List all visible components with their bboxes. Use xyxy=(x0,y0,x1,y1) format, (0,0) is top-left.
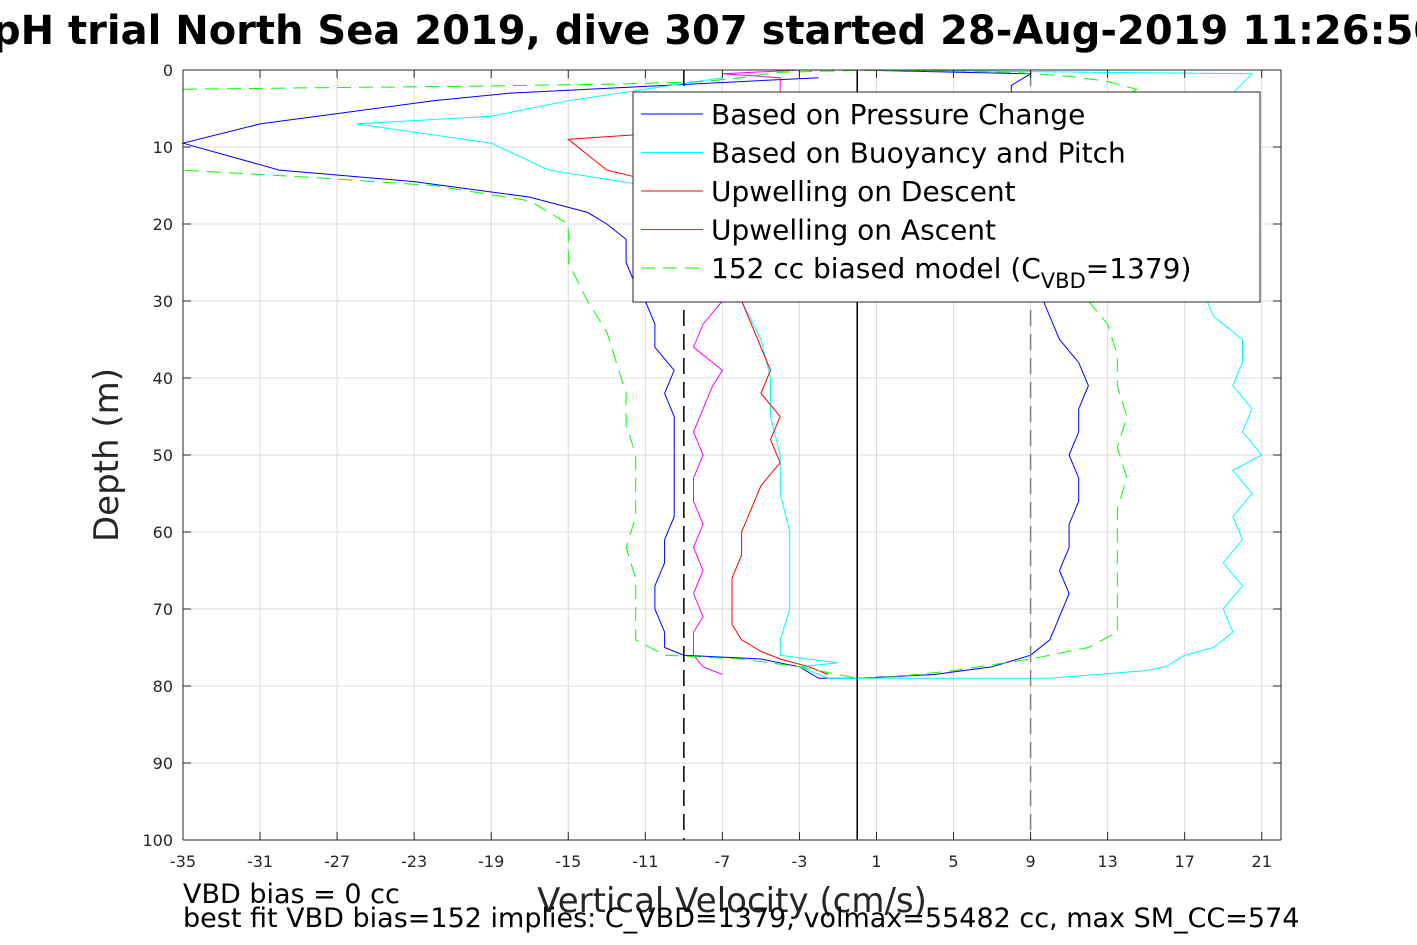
x-tick-label: -7 xyxy=(714,852,730,871)
x-tick-label: 9 xyxy=(1025,852,1035,871)
tick-labels: -35 -31 -27 -23 -19 -15 -11 -7 -3 1 5 9 13 17 21010203… xyxy=(142,61,1271,871)
y-tick-label: 60 xyxy=(153,523,173,542)
y-tick-label: 100 xyxy=(142,831,173,850)
legend: Based on Pressure Change Based on Buoyanc… xyxy=(632,91,1261,303)
series-line-5 xyxy=(182,69,1147,679)
legend-label-3: Upwelling on Descent xyxy=(711,175,1016,208)
x-tick-label: 17 xyxy=(1175,852,1195,871)
y-tick-label: 50 xyxy=(153,446,173,465)
legend-label-2: Based on Buoyancy and Pitch xyxy=(711,137,1126,170)
chart-title: pH trial North Sea 2019, dive 307 starte… xyxy=(0,8,1417,54)
x-tick-label: 5 xyxy=(948,852,958,871)
x-tick-label: -23 xyxy=(401,852,427,871)
y-tick-label: 20 xyxy=(153,215,173,234)
y-tick-label: 80 xyxy=(153,677,173,696)
x-tick-label: 1 xyxy=(871,852,881,871)
y-tick-label: 0 xyxy=(163,61,173,80)
vbd-bias-note: VBD bias = 0 cc xyxy=(183,879,400,910)
y-tick-label: 70 xyxy=(153,600,173,619)
x-axis-label: Vertical Velocity (cm/s) xyxy=(537,881,927,921)
best-fit-note: best fit VBD bias=152 implies: C_VBD=137… xyxy=(183,903,1299,934)
legend-label-4: Upwelling on Ascent xyxy=(711,214,996,247)
x-tick-label: -27 xyxy=(324,852,350,871)
y-tick-label: 10 xyxy=(153,138,173,157)
x-tick-label: 13 xyxy=(1097,852,1117,871)
x-tick-label: -3 xyxy=(791,852,807,871)
y-tick-label: 30 xyxy=(153,292,173,311)
y-tick-label: 40 xyxy=(153,369,173,388)
y-axis-label: Depth (m) xyxy=(87,368,127,542)
y-tick-label: 90 xyxy=(153,754,173,773)
x-tick-label: -11 xyxy=(632,852,658,871)
legend-box xyxy=(632,91,1261,303)
x-tick-label: 21 xyxy=(1252,852,1272,871)
legend-label-1: Based on Pressure Change xyxy=(711,98,1085,131)
x-tick-label: -31 xyxy=(247,852,273,871)
x-tick-label: -19 xyxy=(478,852,504,871)
x-tick-label: -15 xyxy=(555,852,581,871)
axes xyxy=(182,69,1282,841)
x-tick-label: -35 xyxy=(170,852,196,871)
